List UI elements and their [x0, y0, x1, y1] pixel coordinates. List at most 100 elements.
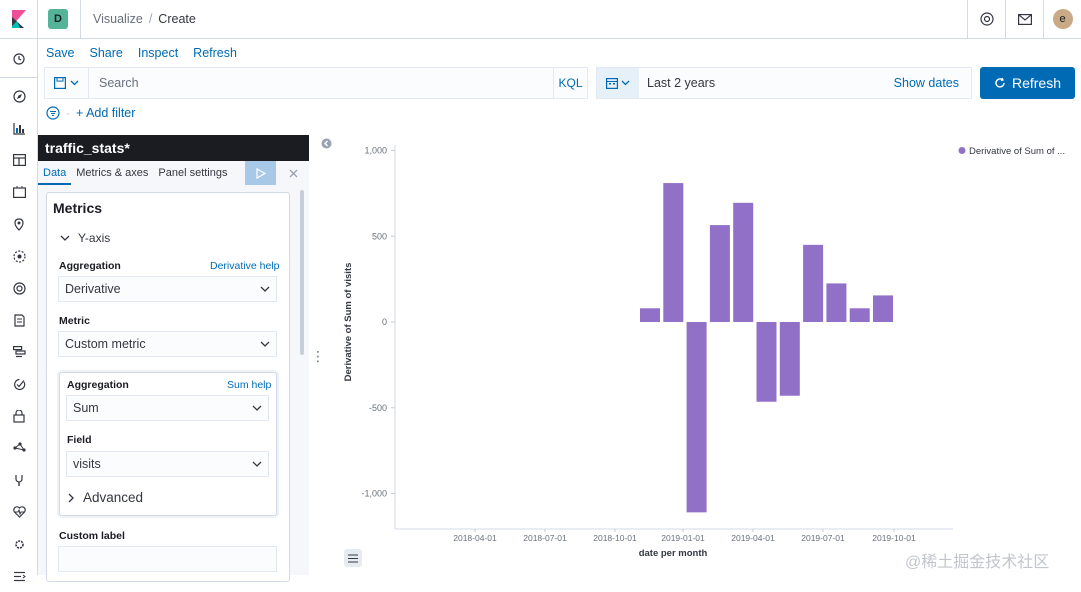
save-button[interactable]: Save — [46, 46, 75, 60]
chart-bar — [663, 183, 684, 322]
refresh-button[interactable]: Refresh — [980, 67, 1075, 99]
aggregation-label: Aggregation — [59, 260, 121, 272]
refresh-menu-button[interactable]: Refresh — [193, 46, 237, 60]
canvas-icon[interactable] — [0, 176, 38, 208]
visualize-chart-icon[interactable] — [0, 112, 38, 144]
dev-tools-icon[interactable] — [0, 464, 38, 496]
space-avatar[interactable]: D — [48, 9, 68, 29]
chart-bar — [803, 244, 824, 322]
maps-icon[interactable] — [0, 208, 38, 240]
resize-handle[interactable]: ⋮ — [311, 348, 325, 364]
ml-icon[interactable] — [0, 240, 38, 272]
y-axis-title: Derivative of Sum of visits — [343, 263, 354, 382]
tab-panel-settings[interactable]: Panel settings — [158, 167, 228, 179]
chevron-down-icon — [621, 80, 630, 86]
chevron-down-icon — [260, 341, 270, 347]
field-label: Field — [67, 434, 92, 446]
y-tick-label: 1,000 — [364, 146, 387, 156]
x-tick-label: 2018-07-01 — [523, 533, 567, 543]
sub-aggregation-label: Aggregation — [67, 379, 129, 391]
apply-changes-button[interactable] — [245, 161, 276, 185]
aggregation-select[interactable]: Derivative — [58, 276, 277, 302]
chevron-down-icon — [260, 286, 270, 292]
newsfeed-button[interactable] — [1005, 0, 1043, 38]
derivative-bar-chart: 1,000 500 0 -500 -1,000 Derivative of Sum of … — [343, 145, 1065, 559]
sidebar-scrollbar[interactable] — [300, 190, 304, 355]
lifebuoy-icon — [979, 12, 994, 26]
tab-data[interactable]: Data — [38, 161, 72, 185]
advanced-toggle[interactable]: Advanced — [68, 490, 143, 505]
breadcrumb-visualize[interactable]: Visualize — [93, 12, 143, 26]
sub-aggregation-value: Sum — [73, 401, 99, 415]
user-menu-button[interactable]: e — [1043, 0, 1081, 38]
field-select[interactable]: visits — [66, 451, 269, 477]
sub-aggregation-select[interactable]: Sum — [66, 395, 269, 421]
saved-query-button[interactable] — [45, 68, 89, 98]
metric-value: Custom metric — [65, 337, 146, 351]
show-dates-button[interactable]: Show dates — [893, 76, 959, 90]
top-nav-menu: Save Share Inspect Refresh — [46, 46, 237, 60]
chart-bar — [709, 225, 730, 322]
date-picker: Last 2 years Show dates — [596, 67, 972, 99]
chart-bar — [686, 322, 707, 513]
apm-icon[interactable] — [0, 336, 38, 368]
chevron-down-icon — [60, 235, 70, 241]
custom-label-input[interactable] — [58, 546, 277, 572]
arrow-left-circle-icon — [321, 138, 332, 149]
infrastructure-icon[interactable] — [0, 272, 38, 304]
mail-icon — [1017, 13, 1032, 25]
y-axis-accordion[interactable]: Y-axis — [60, 231, 110, 245]
management-gear-icon[interactable] — [0, 528, 38, 560]
discover-compass-icon[interactable] — [0, 80, 38, 112]
share-button[interactable]: Share — [89, 46, 123, 60]
tab-metrics-axes[interactable]: Metrics & axes — [76, 167, 149, 179]
logs-icon[interactable] — [0, 304, 38, 336]
kibana-logo[interactable] — [0, 0, 38, 38]
help-button[interactable] — [967, 0, 1005, 38]
siem-lock-icon[interactable] — [0, 400, 38, 432]
legend-label: Derivative of Sum of ... — [969, 146, 1065, 157]
refresh-icon — [995, 77, 1005, 88]
chevron-down-icon — [252, 461, 262, 467]
metric-select[interactable]: Custom metric — [58, 331, 277, 357]
close-icon — [289, 169, 297, 177]
time-range-text[interactable]: Last 2 years — [647, 76, 716, 90]
collapse-sidebar-button[interactable] — [321, 138, 332, 152]
kql-toggle[interactable]: KQL — [553, 68, 587, 98]
filter-options-icon[interactable] — [46, 106, 60, 120]
filter-row: - + Add filter — [46, 106, 135, 120]
x-tick-label: 2018-04-01 — [453, 533, 497, 543]
collapse-nav-icon[interactable] — [0, 560, 38, 592]
add-filter-button[interactable]: + Add filter — [76, 106, 136, 120]
kibana-logo-icon — [11, 10, 26, 28]
recent-clock-icon[interactable] — [0, 43, 38, 75]
derivative-help-link[interactable]: Derivative help — [210, 260, 280, 272]
chart-bar — [779, 322, 800, 396]
x-axis-title: date per month — [639, 548, 708, 559]
list-icon — [348, 554, 358, 562]
calendar-icon — [606, 78, 618, 89]
top-header: D Visualize / Create e — [0, 0, 1081, 39]
refresh-button-label: Refresh — [1011, 75, 1062, 91]
save-disk-icon — [54, 77, 66, 89]
advanced-label: Advanced — [83, 490, 144, 505]
dashboard-icon[interactable] — [0, 144, 38, 176]
legend-toggle-button[interactable] — [344, 549, 362, 567]
y-axis-label: Y-axis — [78, 231, 111, 245]
query-bar: KQL — [44, 67, 588, 99]
graph-icon[interactable] — [0, 432, 38, 464]
x-tick-label: 2019-04-01 — [731, 533, 775, 543]
chart-bar — [733, 202, 754, 322]
uptime-icon[interactable] — [0, 368, 38, 400]
inspect-button[interactable]: Inspect — [137, 46, 179, 60]
quick-select-button[interactable] — [597, 68, 639, 98]
metric-label: Metric — [59, 315, 90, 327]
side-nav — [0, 39, 38, 581]
x-tick-label: 2019-10-01 — [872, 533, 916, 543]
discard-changes-button[interactable] — [282, 161, 304, 185]
sum-help-link[interactable]: Sum help — [227, 379, 272, 391]
custom-label-label: Custom label — [59, 530, 125, 542]
monitoring-heart-icon[interactable] — [0, 496, 38, 528]
search-input[interactable] — [89, 68, 553, 98]
aggregation-value: Derivative — [65, 282, 121, 296]
